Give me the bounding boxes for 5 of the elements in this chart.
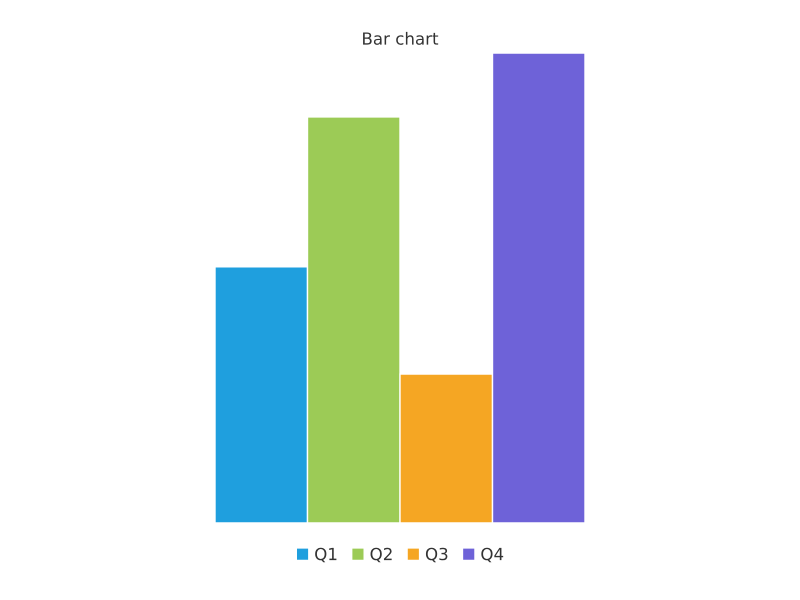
legend-label: Q2 — [370, 548, 392, 562]
legend-label: Q4 — [481, 548, 504, 562]
chart-title: Bar chart — [363, 32, 438, 45]
legend-label: Q3 — [426, 548, 448, 562]
legend-label: Q1 — [315, 548, 336, 562]
